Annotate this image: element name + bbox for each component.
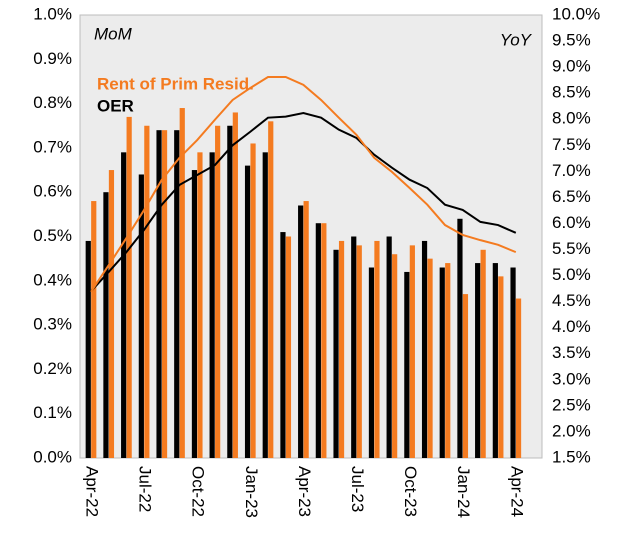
bar xyxy=(285,236,292,458)
bar xyxy=(480,249,486,458)
bar xyxy=(409,245,415,458)
y2-tick-label: 4.5% xyxy=(552,291,591,310)
bar xyxy=(227,125,233,458)
bar xyxy=(462,294,469,458)
bar xyxy=(191,170,198,459)
bar xyxy=(427,258,433,458)
bar xyxy=(209,152,215,458)
bar xyxy=(404,271,410,458)
bar xyxy=(108,170,115,459)
legend-entry: OER xyxy=(97,96,134,115)
bar xyxy=(179,108,185,458)
bar xyxy=(333,249,339,458)
y2-tick-label: 4.0% xyxy=(552,317,591,336)
x-tick-label: Oct-23 xyxy=(401,466,420,517)
y2-tick-label: 8.0% xyxy=(552,109,591,128)
y2-tick-label: 2.5% xyxy=(552,395,591,414)
y2-tick-label: 5.0% xyxy=(552,265,591,284)
bar xyxy=(298,205,304,458)
bar xyxy=(232,112,238,459)
x-tick-label: Apr-22 xyxy=(83,466,102,517)
x-tick-label: Oct-22 xyxy=(189,466,208,517)
y2-tick-label: 2.0% xyxy=(552,421,591,440)
y2-tick-label: 9.0% xyxy=(552,57,591,76)
bar xyxy=(321,223,327,458)
annotation: MoM xyxy=(94,24,133,43)
bar xyxy=(103,192,109,458)
x-tick-label: Apr-23 xyxy=(295,466,314,517)
x-tick-label: Jul-23 xyxy=(348,466,367,512)
y2-tick-label: 8.5% xyxy=(552,83,591,102)
bar xyxy=(515,298,522,458)
bar xyxy=(268,121,274,458)
y2-tick-label: 3.5% xyxy=(552,343,591,362)
bar xyxy=(356,245,362,458)
y-tick-label: 0.5% xyxy=(33,226,72,245)
annotation: YoY xyxy=(500,30,533,49)
y-tick-label: 0.9% xyxy=(33,49,72,68)
y-tick-label: 0.1% xyxy=(33,403,72,422)
bar xyxy=(121,152,127,458)
y-tick-label: 1.0% xyxy=(33,4,72,23)
legend-entry: Rent of Prim Resid. xyxy=(97,74,254,93)
y2-tick-label: 7.0% xyxy=(552,161,591,180)
x-tick-label: Jul-22 xyxy=(136,466,155,512)
bar xyxy=(368,267,375,458)
bar xyxy=(392,254,398,458)
y2-tick-label: 9.5% xyxy=(552,31,591,50)
y-tick-label: 0.8% xyxy=(33,93,72,112)
bar xyxy=(197,152,203,458)
y2-tick-label: 1.5% xyxy=(552,447,591,466)
bar xyxy=(351,236,357,458)
bar xyxy=(161,130,168,458)
y-tick-label: 0.6% xyxy=(33,182,72,201)
y-tick-label: 0.4% xyxy=(33,270,72,289)
y2-tick-label: 5.5% xyxy=(552,239,591,258)
line xyxy=(90,76,517,293)
bar xyxy=(126,116,132,458)
bar xyxy=(262,152,268,458)
bar xyxy=(475,263,481,458)
bar xyxy=(215,125,221,458)
y2-tick-label: 6.0% xyxy=(552,213,591,232)
bar xyxy=(338,240,345,458)
y-tick-label: 0.0% xyxy=(33,447,72,466)
bar xyxy=(386,236,392,458)
bar xyxy=(457,218,463,458)
x-tick-label: Jan-24 xyxy=(454,466,473,518)
bar xyxy=(303,201,309,458)
bar xyxy=(421,240,428,458)
y2-tick-label: 7.5% xyxy=(552,135,591,154)
bar xyxy=(498,276,504,458)
y-tick-label: 0.7% xyxy=(33,137,72,156)
y2-tick-label: 3.0% xyxy=(552,369,591,388)
bar xyxy=(280,232,286,458)
bar xyxy=(492,263,498,458)
bar xyxy=(439,267,445,458)
y2-tick-label: 6.5% xyxy=(552,187,591,206)
bar xyxy=(144,125,150,458)
bar xyxy=(174,130,180,458)
bar xyxy=(138,174,144,459)
bar xyxy=(85,240,91,458)
bar xyxy=(244,165,251,458)
bar xyxy=(510,267,516,458)
line xyxy=(90,111,517,292)
bar xyxy=(315,223,321,458)
bar xyxy=(91,201,97,458)
y-tick-label: 0.3% xyxy=(33,315,72,334)
y2-tick-label: 10.0% xyxy=(552,4,600,23)
bar xyxy=(445,263,451,458)
bar xyxy=(374,240,380,458)
x-tick-label: Apr-24 xyxy=(507,466,526,517)
bar xyxy=(156,130,162,458)
y-tick-label: 0.2% xyxy=(33,359,72,378)
bar xyxy=(250,143,256,458)
x-tick-label: Jan-23 xyxy=(242,466,261,518)
